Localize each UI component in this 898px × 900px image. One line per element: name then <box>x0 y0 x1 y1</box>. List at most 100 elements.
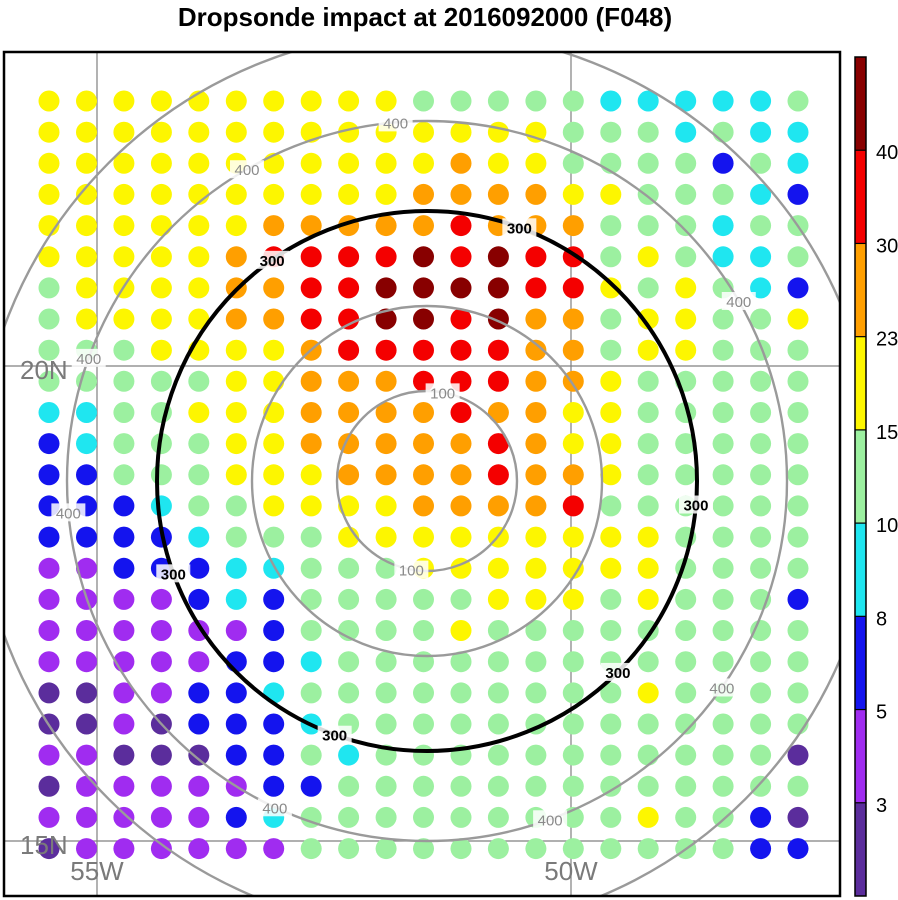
impact-dot <box>150 246 172 268</box>
impact-dot <box>150 495 172 517</box>
lat-label: 20N <box>20 355 68 385</box>
impact-dot <box>712 464 734 486</box>
impact-dot <box>150 152 172 174</box>
impact-dot <box>375 402 397 423</box>
impact-dot <box>188 651 210 673</box>
impact-dot <box>263 121 285 143</box>
contour-label-bg <box>257 798 292 817</box>
impact-dot <box>525 651 547 673</box>
impact-dot <box>76 121 97 143</box>
impact-dot <box>787 246 809 268</box>
impact-dot <box>787 121 809 143</box>
impact-dot <box>450 495 472 517</box>
impact-dot <box>413 682 434 704</box>
impact-dot <box>525 402 547 423</box>
impact-dot <box>263 744 285 766</box>
color-bar: 3 5 8 10 15 23 30 40 <box>854 56 898 897</box>
impact-dot <box>300 526 322 548</box>
impact-dot <box>787 308 809 330</box>
color-bar-segment <box>855 243 866 338</box>
impact-dot <box>487 682 509 704</box>
impact-dot <box>450 464 472 486</box>
impact-dot <box>600 806 622 828</box>
impact-dot <box>750 90 772 112</box>
impact-dot <box>750 433 772 455</box>
impact-dot <box>375 682 397 704</box>
impact-dot <box>38 838 60 860</box>
impact-dot <box>188 713 210 735</box>
impact-dot <box>375 775 397 797</box>
impact-dot <box>487 121 509 143</box>
impact-dot <box>525 370 547 392</box>
impact-dot <box>413 246 434 268</box>
impact-dot <box>750 370 772 392</box>
impact-dot <box>300 651 322 673</box>
impact-dot <box>375 620 397 641</box>
impact-dot <box>525 308 547 330</box>
color-bar-label: 23 <box>876 329 898 351</box>
impact-dot <box>38 620 60 641</box>
impact-dot <box>750 339 772 361</box>
impact-dot <box>450 277 472 299</box>
color-bar-label: 5 <box>876 702 887 724</box>
impact-dot <box>150 215 172 237</box>
impact-dot <box>263 277 285 299</box>
impact-dot <box>787 183 809 205</box>
impact-dot <box>413 277 434 299</box>
impact-dot <box>188 775 210 797</box>
impact-dot <box>76 744 97 766</box>
contour-label-bg <box>71 348 106 367</box>
impact-dot <box>76 651 97 673</box>
impact-dot <box>113 713 135 735</box>
impact-dot <box>750 620 772 641</box>
impact-dot <box>338 152 360 174</box>
impact-dot <box>750 495 772 517</box>
impact-dot <box>712 588 734 610</box>
impact-dot <box>450 183 472 205</box>
impact-dot <box>113 557 135 579</box>
impact-dot <box>263 588 285 610</box>
impact-dot <box>750 651 772 673</box>
impact-dot <box>263 495 285 517</box>
color-bar-segment <box>855 429 866 524</box>
impact-dot <box>113 183 135 205</box>
impact-dot <box>338 402 360 423</box>
impact-dot <box>263 433 285 455</box>
impact-dot <box>562 402 584 423</box>
contour-label-bg <box>317 725 352 744</box>
impact-dot <box>413 339 434 361</box>
contour-label-bg <box>156 564 191 583</box>
impact-dot <box>38 806 60 828</box>
impact-dot <box>487 588 509 610</box>
impact-dot <box>450 806 472 828</box>
impact-dot <box>413 588 434 610</box>
impact-dot <box>712 402 734 423</box>
impact-dot <box>637 651 659 673</box>
impact-dot <box>76 246 97 268</box>
impact-dot <box>750 308 772 330</box>
impact-dot <box>38 183 60 205</box>
impact-dot <box>375 713 397 735</box>
impact-dot <box>300 838 322 860</box>
impact-dot <box>413 152 434 174</box>
impact-dot <box>76 682 97 704</box>
impact-dot <box>413 713 434 735</box>
impact-dot <box>525 775 547 797</box>
impact-dot <box>600 277 622 299</box>
impact-dot <box>675 246 697 268</box>
impact-dot <box>300 495 322 517</box>
impact-dot <box>525 246 547 268</box>
impact-dot <box>487 246 509 268</box>
impact-dot <box>562 215 584 237</box>
impact-dot <box>450 215 472 237</box>
impact-dot <box>712 838 734 860</box>
impact-dot <box>750 744 772 766</box>
lon-label: 50W <box>544 856 598 886</box>
impact-dot <box>600 526 622 548</box>
impact-dot <box>750 526 772 548</box>
impact-dot <box>188 588 210 610</box>
impact-dot <box>675 183 697 205</box>
impact-dot <box>300 215 322 237</box>
impact-dot <box>525 495 547 517</box>
